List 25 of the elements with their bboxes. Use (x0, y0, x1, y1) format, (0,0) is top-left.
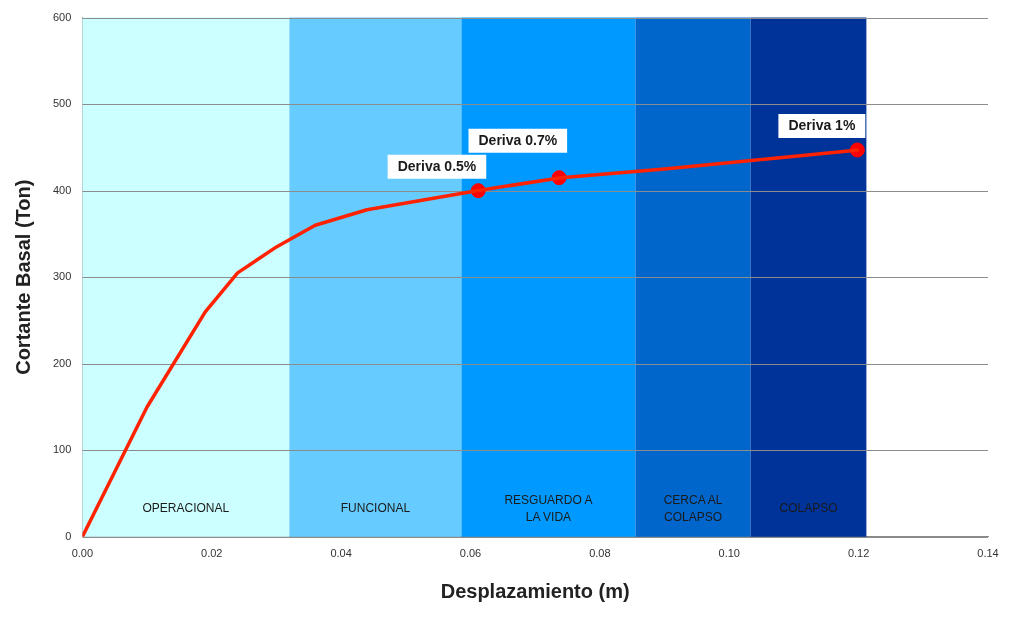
x-tick-label: 0.04 (330, 547, 352, 560)
x-tick-label: 0.14 (977, 547, 999, 560)
y-axis-title: Cortante Basal (Ton) (11, 179, 34, 375)
annotation: Deriva 0.7% (478, 131, 558, 148)
x-tick-label: 0.12 (847, 547, 870, 560)
x-tick-label: 0.08 (589, 547, 611, 560)
y-tick-label: 500 (52, 97, 72, 110)
x-tick-label: 0.02 (201, 547, 223, 560)
band-label: CERCA AL COLAPSO (663, 493, 723, 525)
band-label: RESGUARDO A LA VIDA (504, 493, 593, 525)
y-tick-label: 400 (52, 183, 72, 196)
y-tick-label: 0 (65, 529, 72, 542)
annotation: Deriva 1% (788, 116, 856, 133)
band-label: COLAPSO (779, 501, 838, 516)
band-label: FUNCIONAL (340, 501, 411, 516)
band-label: OPERACIONAL (142, 501, 230, 516)
annotation: Deriva 0.5% (397, 157, 477, 174)
x-axis-title: Desplazamiento (m) (440, 579, 630, 602)
x-tick-label: 0.10 (718, 547, 740, 560)
y-tick-label: 200 (52, 356, 72, 369)
x-tick-label: 0.00 (71, 547, 94, 560)
y-tick-label: 600 (52, 10, 72, 23)
y-tick-label: 300 (52, 270, 72, 283)
x-tick-label: 0.06 (459, 547, 482, 560)
y-tick-label: 100 (52, 443, 72, 456)
